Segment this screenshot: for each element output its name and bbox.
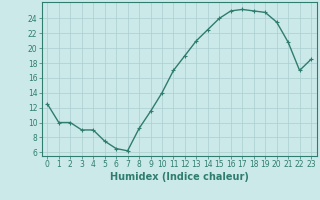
X-axis label: Humidex (Indice chaleur): Humidex (Indice chaleur) [110, 172, 249, 182]
